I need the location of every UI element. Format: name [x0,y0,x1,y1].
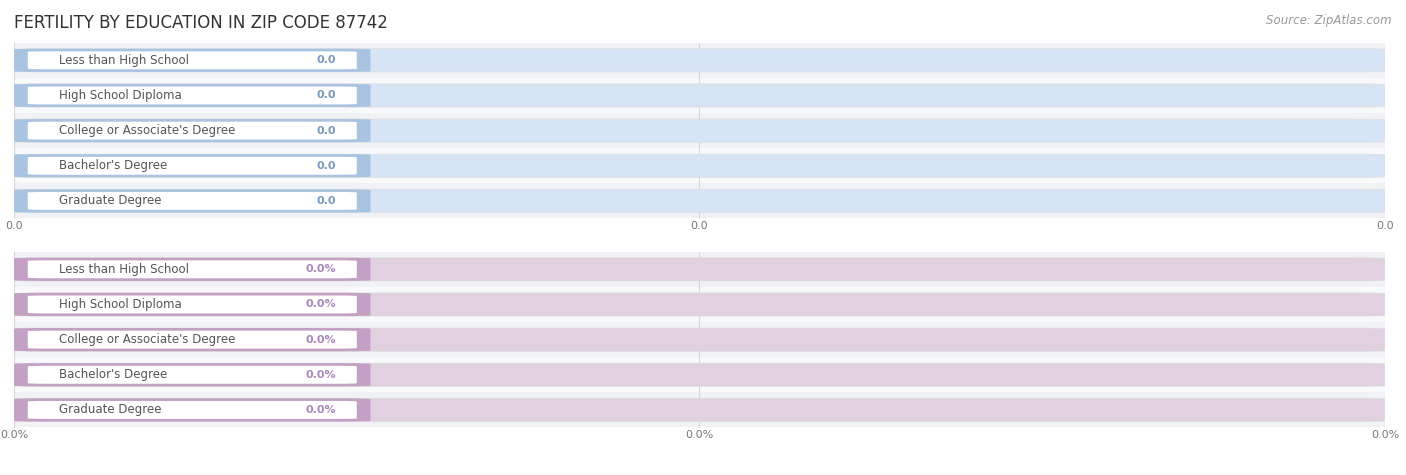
FancyBboxPatch shape [14,258,1385,281]
FancyBboxPatch shape [14,190,371,212]
FancyBboxPatch shape [14,399,371,421]
Bar [14,392,1385,428]
Text: Source: ZipAtlas.com: Source: ZipAtlas.com [1267,14,1392,27]
Bar [14,78,1385,113]
FancyBboxPatch shape [28,366,357,384]
FancyBboxPatch shape [14,119,1385,142]
Text: 0.0%: 0.0% [305,264,336,275]
FancyBboxPatch shape [28,260,357,278]
Text: Less than High School: Less than High School [59,263,190,276]
Text: 0.0%: 0.0% [305,405,336,415]
Text: Less than High School: Less than High School [59,54,190,67]
Text: High School Diploma: High School Diploma [59,89,181,102]
Text: Bachelor's Degree: Bachelor's Degree [59,368,167,381]
Bar [14,357,1385,392]
Text: 0.0: 0.0 [316,125,336,136]
Bar [14,113,1385,148]
FancyBboxPatch shape [14,84,371,107]
Text: 0.0: 0.0 [316,55,336,66]
FancyBboxPatch shape [14,258,371,281]
Bar [14,148,1385,183]
FancyBboxPatch shape [28,295,357,314]
Bar [14,287,1385,322]
Text: College or Associate's Degree: College or Associate's Degree [59,333,236,346]
Text: High School Diploma: High School Diploma [59,298,181,311]
FancyBboxPatch shape [28,157,357,175]
FancyBboxPatch shape [14,363,371,386]
Text: FERTILITY BY EDUCATION IN ZIP CODE 87742: FERTILITY BY EDUCATION IN ZIP CODE 87742 [14,14,388,32]
FancyBboxPatch shape [28,192,357,210]
FancyBboxPatch shape [14,84,1385,107]
FancyBboxPatch shape [14,49,371,72]
Text: College or Associate's Degree: College or Associate's Degree [59,124,236,137]
FancyBboxPatch shape [14,293,371,316]
Text: 0.0: 0.0 [316,90,336,101]
FancyBboxPatch shape [28,86,357,104]
FancyBboxPatch shape [14,190,1385,212]
FancyBboxPatch shape [14,119,371,142]
Bar [14,43,1385,78]
FancyBboxPatch shape [14,328,1385,351]
FancyBboxPatch shape [14,363,1385,386]
Text: Bachelor's Degree: Bachelor's Degree [59,159,167,172]
Bar [14,322,1385,357]
FancyBboxPatch shape [14,399,1385,421]
Text: 0.0: 0.0 [316,161,336,171]
Text: Graduate Degree: Graduate Degree [59,403,162,417]
FancyBboxPatch shape [14,49,1385,72]
FancyBboxPatch shape [14,154,1385,177]
Bar [14,183,1385,218]
Text: 0.0: 0.0 [316,196,336,206]
FancyBboxPatch shape [14,328,371,351]
FancyBboxPatch shape [28,51,357,69]
Bar [14,252,1385,287]
Text: Graduate Degree: Graduate Degree [59,194,162,208]
Text: 0.0%: 0.0% [305,299,336,310]
FancyBboxPatch shape [14,154,371,177]
FancyBboxPatch shape [28,401,357,419]
Text: 0.0%: 0.0% [305,334,336,345]
Text: 0.0%: 0.0% [305,370,336,380]
FancyBboxPatch shape [28,122,357,140]
FancyBboxPatch shape [14,293,1385,316]
FancyBboxPatch shape [28,331,357,349]
